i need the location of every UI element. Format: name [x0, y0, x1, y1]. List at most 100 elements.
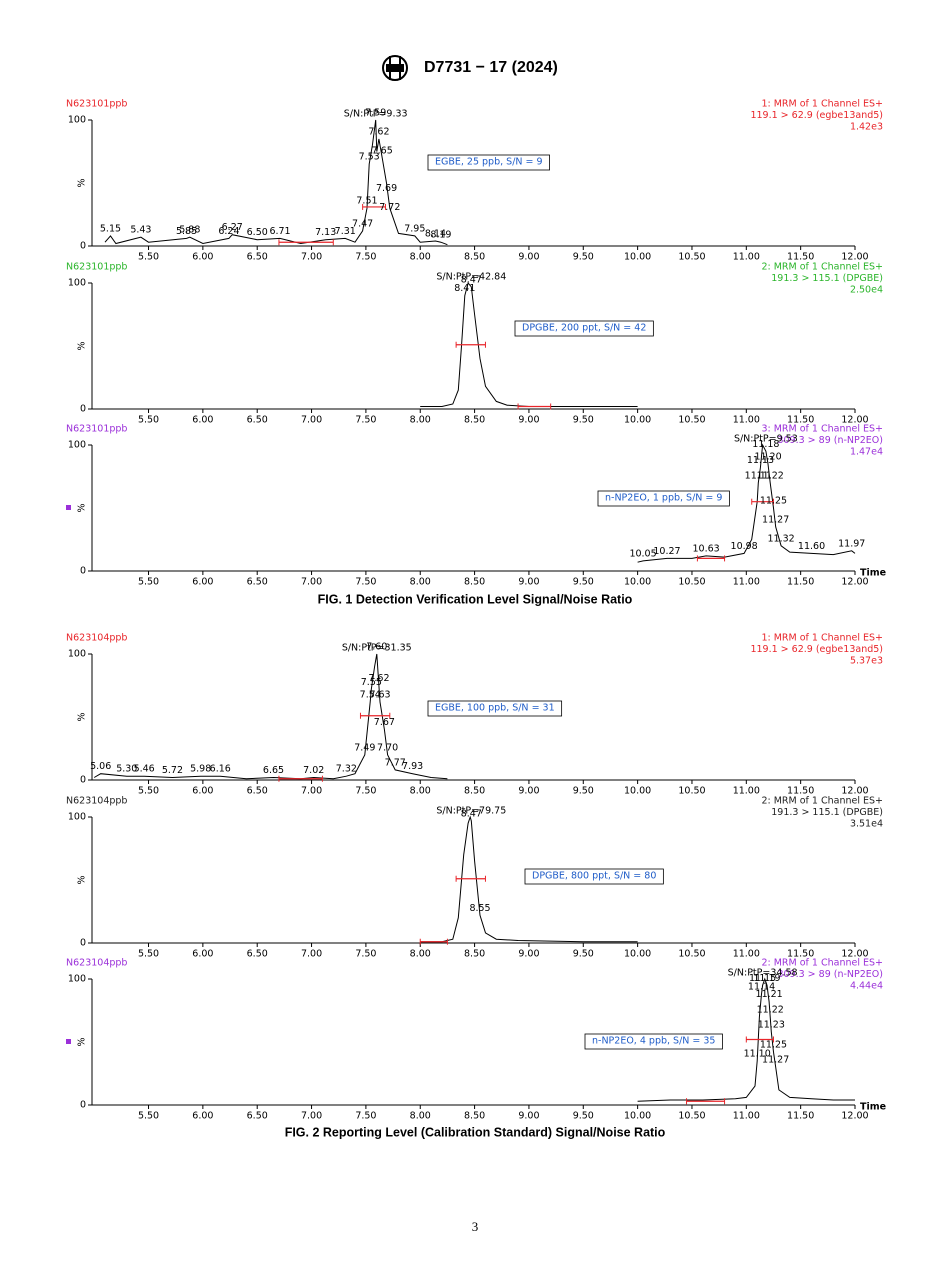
x-tick-label: 10.50 — [678, 252, 705, 263]
x-tick-label: 9.00 — [518, 252, 539, 263]
peak-label: 6.27 — [222, 222, 243, 233]
x-tick-label: 8.50 — [464, 415, 485, 426]
x-tick-label: 7.00 — [301, 786, 322, 797]
peak-label: 7.69 — [376, 183, 397, 194]
x-tick-label: 8.50 — [464, 1111, 485, 1122]
channel-info: 2: MRM of 1 Channel ES+ — [761, 796, 883, 807]
peak-label: 8.47 — [461, 808, 482, 819]
x-tick-label: 11.00 — [733, 415, 760, 426]
peak-label: 7.67 — [374, 717, 395, 728]
peak-label: 8.41 — [454, 283, 475, 294]
sn-label: S/N:PtP=9.33 — [344, 109, 408, 120]
channel-info: 4.44e4 — [850, 981, 883, 992]
y-tick-label: 100 — [68, 974, 86, 985]
x-tick-label: 12.00 — [841, 786, 868, 797]
x-tick-label: 9.00 — [518, 786, 539, 797]
x-tick-label: 12.00 — [841, 252, 868, 263]
peak-label: 7.77 — [385, 757, 406, 768]
x-tick-label: 11.50 — [787, 252, 814, 263]
peak-label: 5.30 — [116, 764, 137, 775]
x-tick-label: 8.00 — [410, 252, 431, 263]
sample-name: N623101ppb — [66, 99, 127, 110]
x-tick-label: 9.50 — [573, 577, 594, 588]
x-tick-label: 7.00 — [301, 949, 322, 960]
channel-info: 309.3 > 89 (n-NP2EO) — [777, 435, 883, 446]
y-tick-label: 0 — [80, 775, 86, 786]
annotation-text: n-NP2EO, 1 ppb, S/N = 9 — [605, 493, 722, 504]
channel-marker — [66, 1039, 71, 1044]
x-tick-label: 7.00 — [301, 577, 322, 588]
peak-label: 6.50 — [247, 227, 268, 238]
peak-label: 7.31 — [335, 226, 356, 237]
x-tick-label: 7.00 — [301, 415, 322, 426]
peak-label: 11.10 — [744, 1048, 771, 1059]
peak-label: 7.59 — [365, 108, 386, 119]
x-tick-label: 6.50 — [247, 415, 268, 426]
y-axis-label: % — [77, 178, 88, 187]
x-tick-label: 7.00 — [301, 252, 322, 263]
sn-label: S/N:PtP=31.35 — [342, 643, 412, 654]
x-tick-label: 11.00 — [733, 577, 760, 588]
peak-label: 6.71 — [269, 226, 290, 237]
peak-label: 6.65 — [263, 765, 284, 776]
peak-label: 11.60 — [798, 541, 825, 552]
peak-label: 7.55 — [361, 677, 382, 688]
x-tick-label: 12.00 — [841, 949, 868, 960]
channel-info: 2: MRM of 1 Channel ES+ — [761, 262, 883, 273]
y-tick-label: 0 — [80, 566, 86, 577]
chromatogram-panel: N623101ppb 3: MRM of 1 Channel ES+309.3 >… — [66, 424, 886, 588]
x-tick-label: 6.50 — [247, 1111, 268, 1122]
x-tick-label: 11.50 — [787, 1111, 814, 1122]
x-tick-label: 8.00 — [410, 786, 431, 797]
peak-label: 5.43 — [130, 225, 151, 236]
x-tick-label: 10.00 — [624, 786, 651, 797]
y-tick-label: 0 — [80, 1100, 86, 1111]
x-tick-label: 9.50 — [573, 1111, 594, 1122]
peak-label: 7.47 — [352, 218, 373, 229]
trace — [104, 119, 448, 246]
y-tick-label: 0 — [80, 938, 86, 949]
channel-info: 119.1 > 62.9 (egbe13and5) — [750, 110, 883, 121]
peak-label: 7.02 — [303, 765, 324, 776]
y-axis-label: % — [77, 1037, 88, 1046]
astm-logo — [382, 55, 408, 81]
annotation-text: DPGBE, 200 ppt, S/N = 42 — [522, 323, 646, 334]
y-tick-label: 100 — [68, 278, 86, 289]
peak-label: 7.63 — [369, 689, 390, 700]
peak-label: 11.14 — [748, 982, 775, 993]
channel-info: 119.1 > 62.9 (egbe13and5) — [750, 644, 883, 655]
peak-label: 11.19 — [753, 973, 780, 984]
annotation-text: EGBE, 100 ppb, S/N = 31 — [435, 703, 555, 714]
y-tick-label: 100 — [68, 440, 86, 451]
peak-label: 10.05 — [629, 548, 656, 559]
x-tick-label: 12.00 — [841, 577, 868, 588]
sn-label: S/N:PtP=34.58 — [728, 968, 798, 979]
sample-name: N623101ppb — [66, 424, 127, 435]
annotation-box — [427, 154, 550, 171]
x-tick-label: 12.00 — [841, 1111, 868, 1122]
x-tick-label: 8.50 — [464, 949, 485, 960]
sample-name: N623104ppb — [66, 796, 127, 807]
peak-label: 7.32 — [336, 764, 357, 775]
sample-name: N623101ppb — [66, 262, 127, 273]
x-axis-label: Time — [860, 1102, 886, 1113]
x-tick-label: 8.00 — [410, 577, 431, 588]
peak-label: 7.60 — [366, 642, 387, 653]
peak-label: 7.93 — [402, 761, 423, 772]
peak-label: 11.25 — [760, 1040, 787, 1051]
sn-label: S/N:PtP=9.53 — [734, 434, 798, 445]
x-tick-label: 11.50 — [787, 949, 814, 960]
x-tick-label: 10.50 — [678, 415, 705, 426]
peak-label: 11.20 — [754, 451, 781, 462]
channel-info: 191.3 > 115.1 (DPGBE) — [771, 807, 883, 818]
x-tick-label: 11.00 — [733, 786, 760, 797]
peak-label: 6.24 — [218, 226, 239, 237]
channel-info: 1: MRM of 1 Channel ES+ — [761, 99, 883, 110]
x-tick-label: 5.50 — [138, 415, 159, 426]
x-tick-label: 5.50 — [138, 1111, 159, 1122]
page-number: 3 — [472, 1219, 479, 1234]
peak-label: 5.72 — [162, 765, 183, 776]
peak-label: 8.19 — [430, 230, 451, 241]
peak-label: 11.22 — [757, 470, 784, 481]
x-tick-label: 6.00 — [192, 577, 213, 588]
